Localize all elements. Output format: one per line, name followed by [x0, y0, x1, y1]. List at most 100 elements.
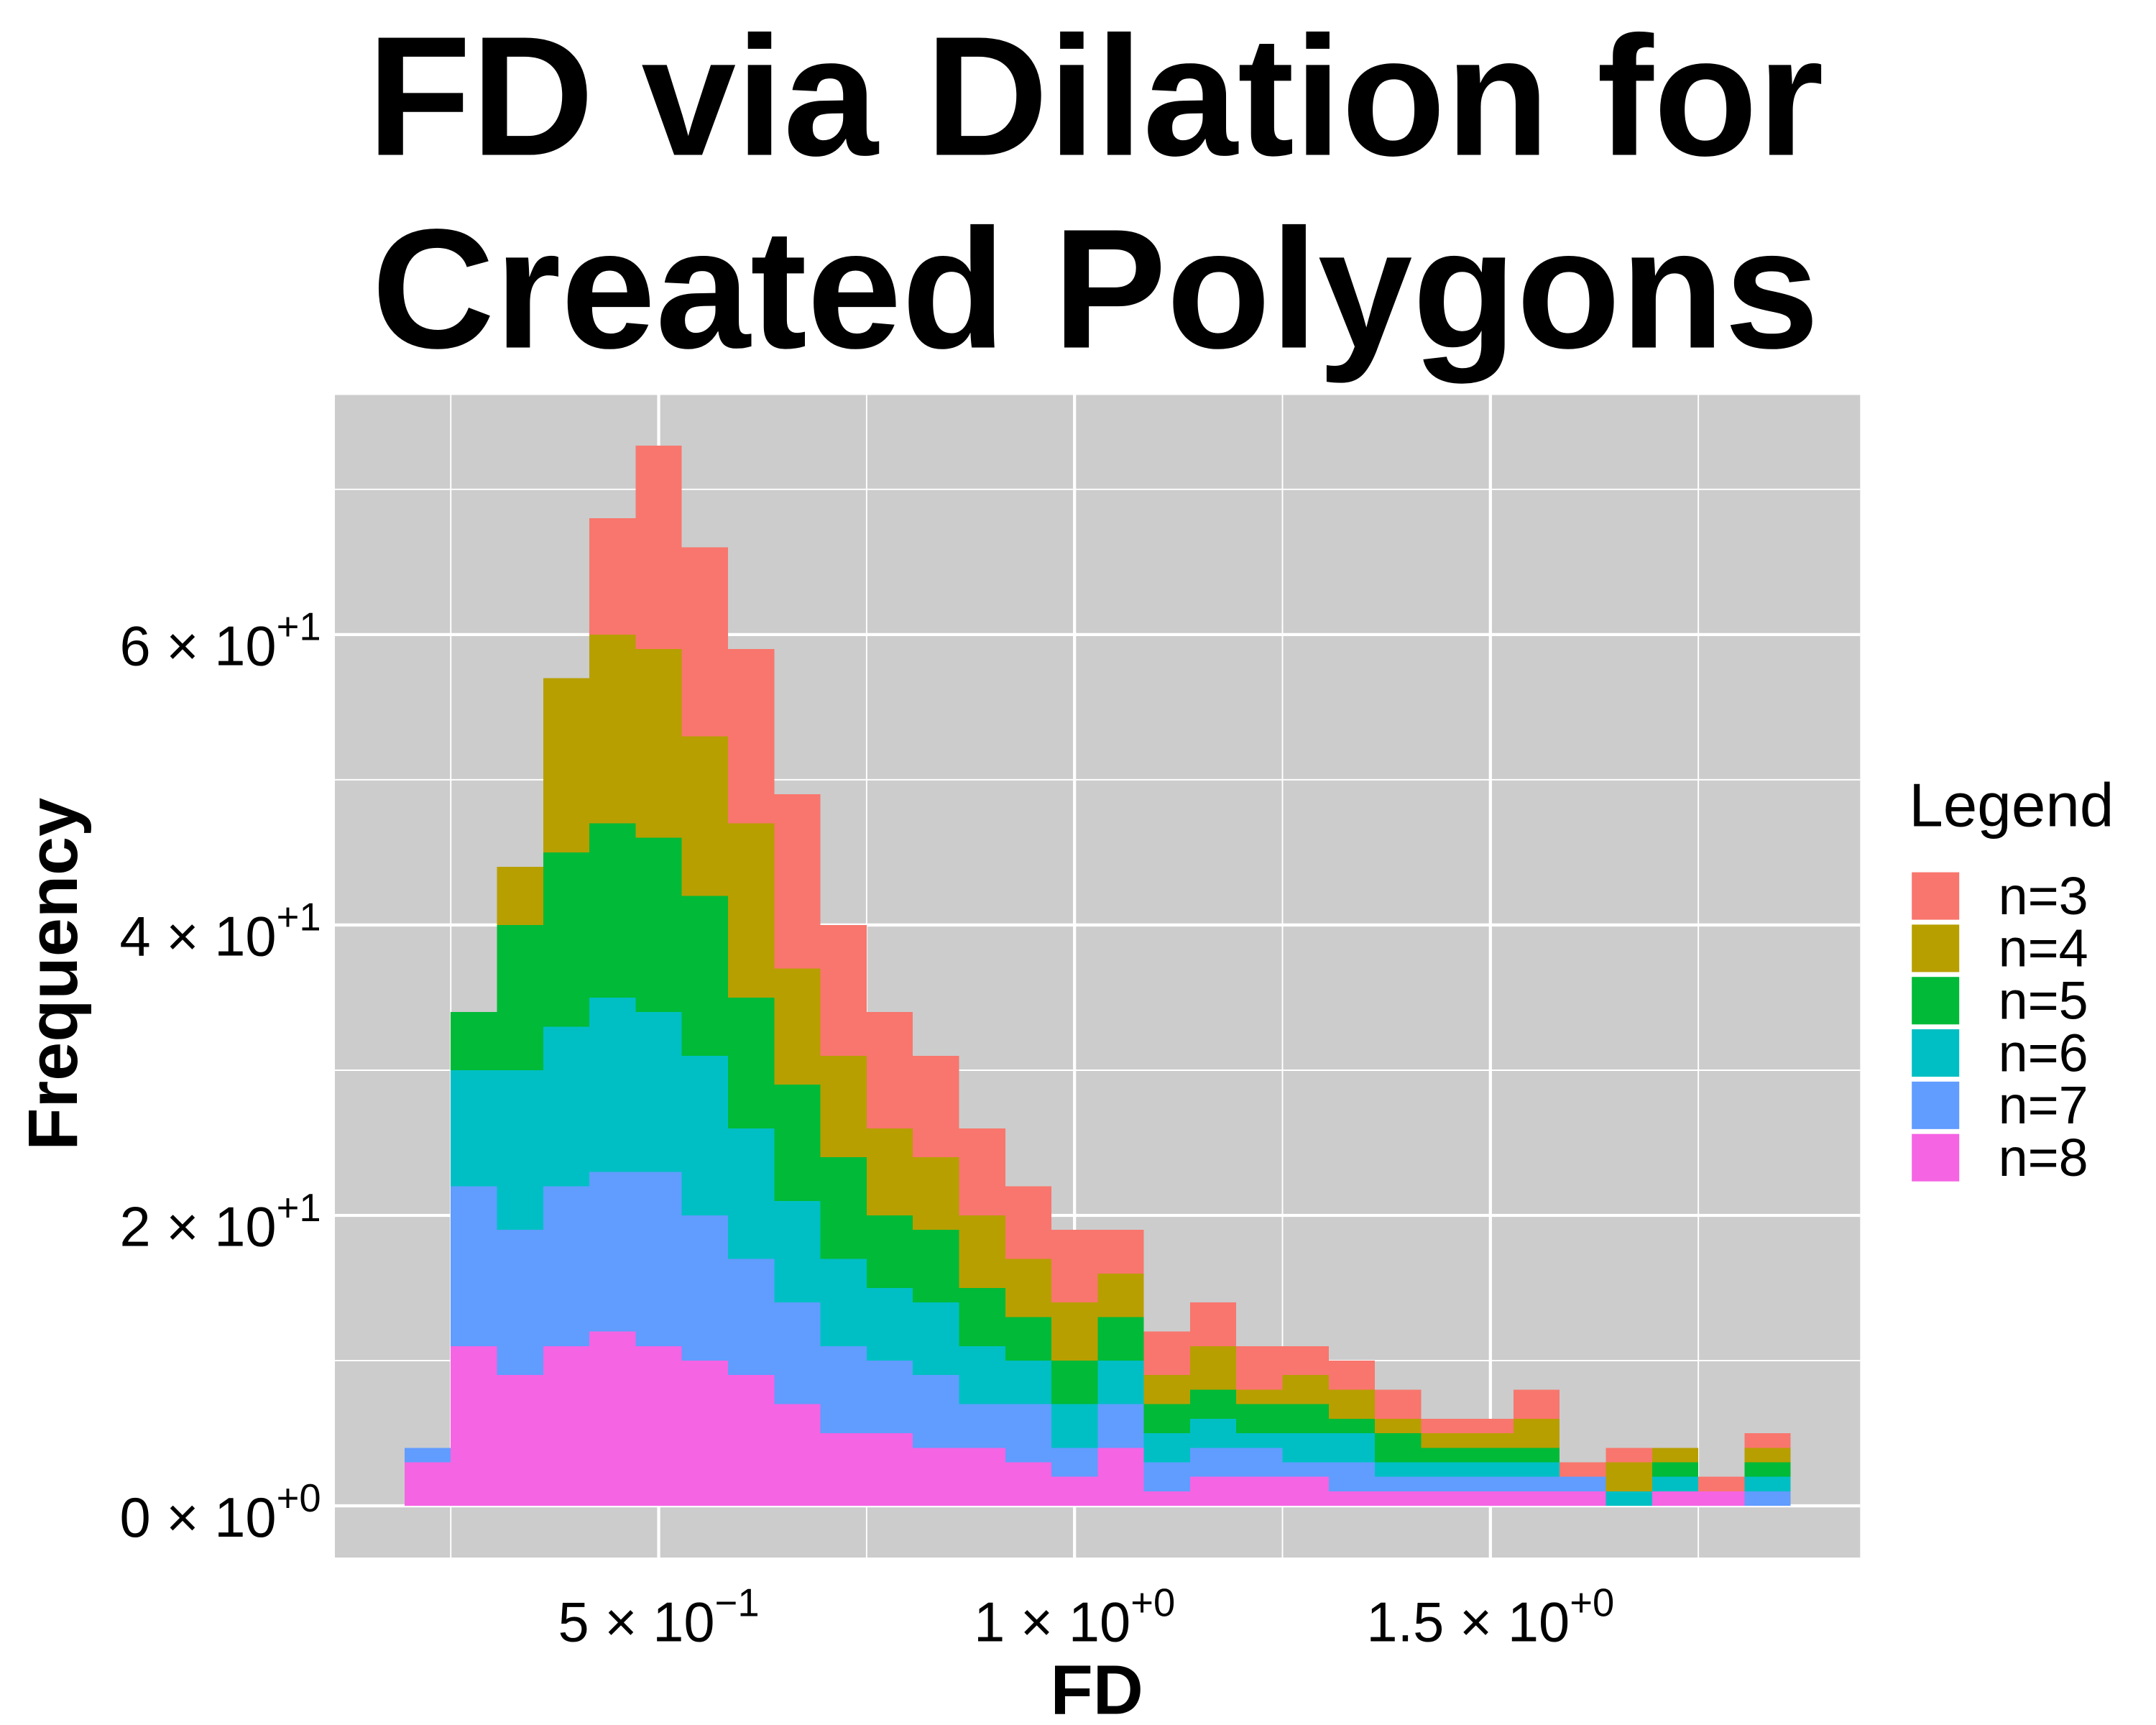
bar-segment [1005, 1361, 1052, 1404]
bar-segment [1005, 1404, 1052, 1463]
y-tick-label-base: 2 × 10 [120, 1197, 277, 1259]
legend-swatch [1912, 1081, 1960, 1129]
y-tick-label-base: 0 × 10 [120, 1487, 277, 1549]
legend-title: Legend [1909, 772, 2114, 840]
bar-segment [589, 997, 636, 1172]
bar-segment [681, 736, 728, 896]
legend-swatch [1912, 924, 1960, 972]
bar-segment [866, 1361, 913, 1434]
x-tick-label: 1.5 × 10+0 [1366, 1581, 1614, 1654]
bar-segment [1651, 1448, 1699, 1463]
bar-segment [635, 446, 682, 650]
bar-segment [1744, 1433, 1791, 1448]
bar-segment [1143, 1491, 1190, 1506]
legend-swatch [1912, 1133, 1960, 1182]
bar-segment [1513, 1418, 1560, 1448]
bar-segment [497, 1375, 543, 1506]
bar-segment [451, 1186, 497, 1346]
bar-segment [543, 852, 590, 1027]
legend-label: n=3 [1999, 866, 2088, 926]
bar-segment [1375, 1433, 1422, 1463]
bar-segment [1005, 1462, 1052, 1506]
bar-segment [1698, 1476, 1745, 1491]
y-tick-label-base: 4 × 10 [120, 906, 277, 968]
bar-segment [1005, 1259, 1052, 1317]
x-tick-label: 1 × 10+0 [974, 1581, 1175, 1654]
bar-segment [1282, 1404, 1329, 1434]
title-box: FD via Dilation for Created Polygons [367, 1, 1824, 384]
bar-segment [1189, 1346, 1237, 1390]
bar-segment [497, 1230, 543, 1376]
bar-segment [1467, 1448, 1514, 1463]
bar-segment [1097, 1404, 1144, 1448]
bar-segment [1282, 1433, 1329, 1463]
legend-label: n=7 [1999, 1075, 2088, 1135]
bar-segment [681, 1361, 728, 1506]
bar-segment [913, 1448, 959, 1506]
bar-segment [681, 1215, 728, 1361]
bar-segment [1189, 1476, 1237, 1506]
x-tick-label-exponent: +0 [1570, 1581, 1614, 1625]
bar-segment [1375, 1418, 1422, 1434]
bar-segment [1744, 1476, 1791, 1491]
bar-segment [1375, 1389, 1422, 1419]
bar-segment [820, 1259, 867, 1346]
bar-segment [1375, 1491, 1422, 1506]
bar-segment [635, 1172, 682, 1346]
bar-segment [451, 1070, 497, 1187]
bar-segment [913, 1375, 959, 1448]
bar-segment [1236, 1404, 1283, 1434]
y-tick-label: 0 × 10+0 [120, 1476, 321, 1549]
bar-segment [635, 1012, 682, 1172]
bar-segment [1513, 1462, 1560, 1477]
x-axis-label: FD [1051, 1650, 1143, 1725]
bar-segment [774, 794, 821, 969]
bar-segment [820, 1055, 867, 1158]
bar-segment [1189, 1302, 1237, 1346]
bar-segment [1421, 1418, 1468, 1434]
bar-segment [1236, 1346, 1283, 1390]
bar-segment [1328, 1389, 1376, 1419]
bar-segment [959, 1346, 1005, 1404]
bar-segment [635, 1346, 682, 1506]
bar-segment [1282, 1462, 1329, 1477]
bar-segment [1467, 1433, 1514, 1448]
bar-segment [1698, 1491, 1745, 1506]
bar-segment [1421, 1462, 1468, 1477]
bar-segment [1328, 1418, 1376, 1434]
bar-segment [1051, 1361, 1098, 1404]
bar-segment [1560, 1491, 1606, 1506]
bar-segment [727, 1259, 775, 1376]
bar-segment [1606, 1448, 1652, 1463]
bar-segment [497, 924, 543, 1070]
bar-segment [866, 1433, 913, 1506]
bar-segment [727, 1128, 775, 1259]
legend-label: n=8 [1999, 1128, 2088, 1187]
bar-segment [1606, 1462, 1652, 1491]
x-tick-label-base: 1.5 × 10 [1366, 1591, 1570, 1653]
bar-segment [866, 1128, 913, 1216]
bar-segment [1005, 1186, 1052, 1259]
bar-segment [913, 1302, 959, 1376]
bar-segment [1051, 1230, 1098, 1303]
bar-segment [1051, 1476, 1098, 1506]
x-tick-label-base: 5 × 10 [558, 1591, 715, 1653]
bar-segment [543, 1026, 590, 1187]
bar-segment [1189, 1418, 1237, 1448]
bar-segment [1744, 1462, 1791, 1477]
y-tick-label-exponent: +1 [277, 605, 321, 649]
bar-segment [959, 1288, 1005, 1346]
bar-segment [959, 1128, 1005, 1216]
bar-segment [1143, 1462, 1190, 1491]
bar-segment [1651, 1462, 1699, 1477]
bar-segment [820, 924, 867, 1056]
legend-swatch [1912, 872, 1960, 920]
bar-segment [1051, 1404, 1098, 1448]
bar-segment [1143, 1331, 1190, 1376]
bar-segment [866, 1012, 913, 1128]
legend-label: n=4 [1999, 919, 2088, 978]
bar-segment [727, 1375, 775, 1506]
bar-segment [1328, 1491, 1376, 1506]
